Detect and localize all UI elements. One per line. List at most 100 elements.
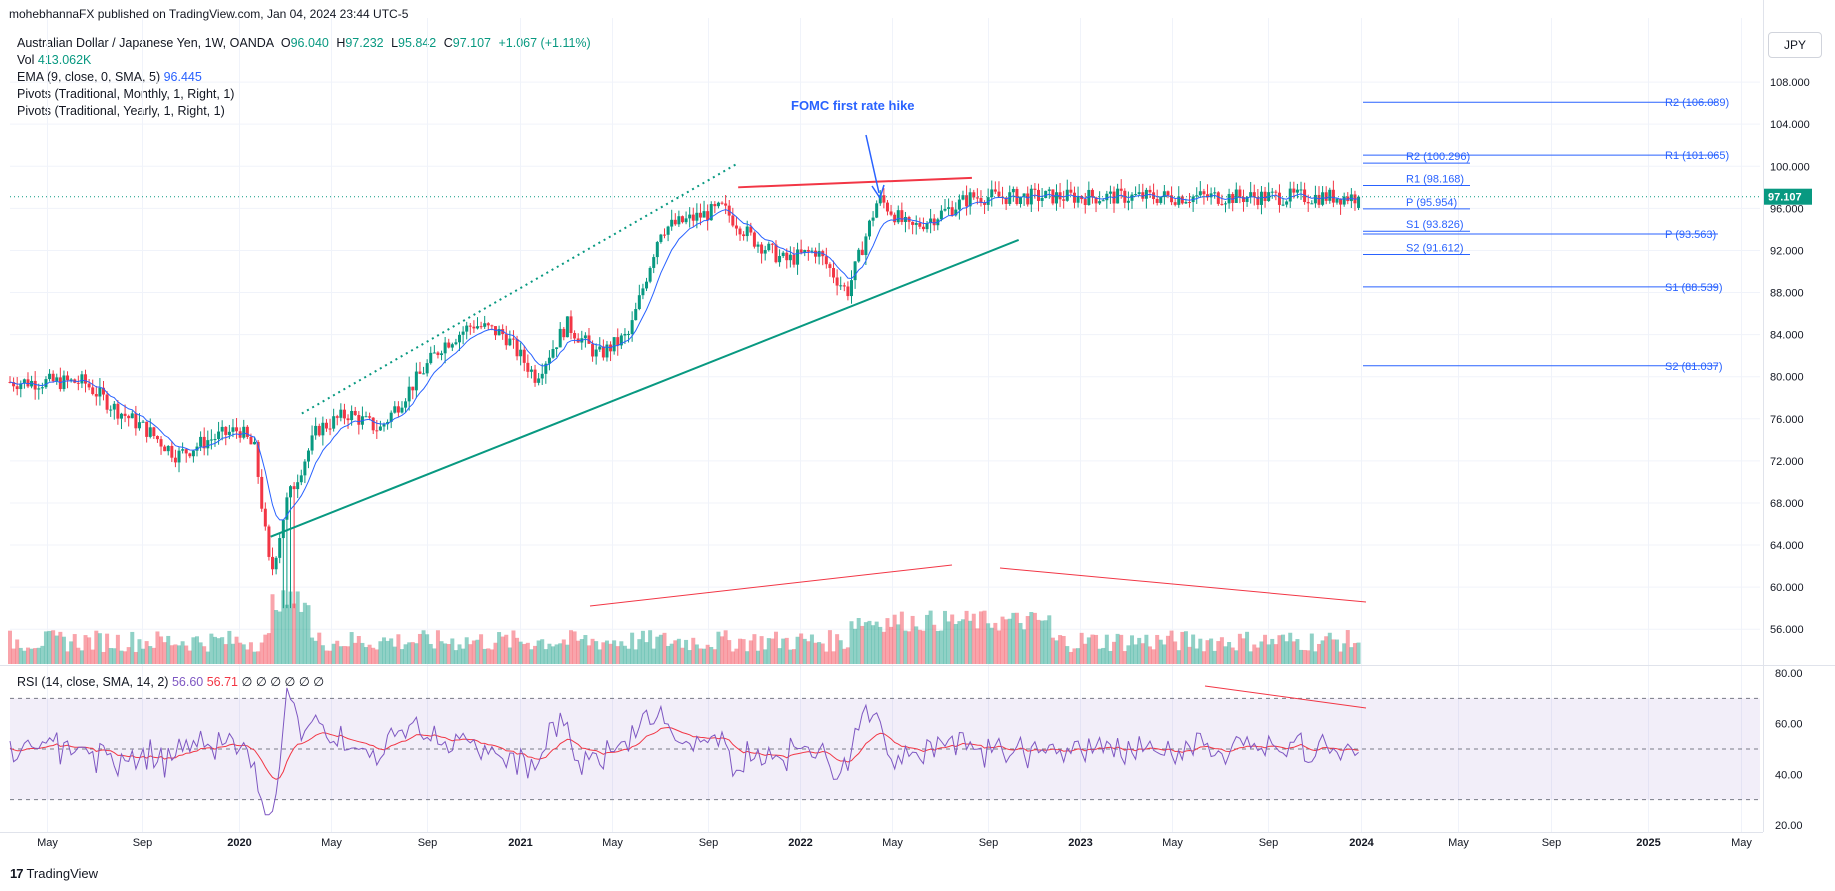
volume-bar xyxy=(1183,631,1188,664)
candle-body xyxy=(986,197,990,205)
volume-bar xyxy=(676,638,681,664)
volume-bar xyxy=(586,645,591,664)
candle-body xyxy=(1245,197,1249,202)
candle-body xyxy=(677,216,681,225)
candle-body xyxy=(213,439,217,441)
legend-pivots-yearly[interactable]: Pivots (Traditional, Yearly, 1, Right, 1… xyxy=(17,104,225,118)
candle-body xyxy=(839,285,843,287)
volume-bar xyxy=(856,618,861,664)
volume-bar xyxy=(939,630,944,664)
legend-pivots-monthly[interactable]: Pivots (Traditional, Monthly, 1, Right, … xyxy=(17,87,235,101)
volume-bar xyxy=(83,635,88,664)
candle-body xyxy=(339,409,343,418)
candle-body xyxy=(526,362,530,372)
volume-bar xyxy=(421,630,426,664)
candle-body xyxy=(483,323,487,327)
volume-bar xyxy=(234,636,239,664)
candle-body xyxy=(472,326,476,329)
volume-bar xyxy=(914,626,919,664)
candle-body xyxy=(1256,197,1260,205)
candle-body xyxy=(1288,188,1292,202)
candle-body xyxy=(296,482,300,490)
candle-body xyxy=(245,426,249,437)
candle-body xyxy=(634,309,638,321)
volume-bar xyxy=(1104,634,1109,664)
candle-body xyxy=(1285,201,1289,205)
volume-bar xyxy=(640,630,645,664)
candle-body xyxy=(454,342,458,345)
volume-bar xyxy=(1302,650,1307,664)
volume-bar xyxy=(252,651,257,664)
volume-bar xyxy=(518,641,523,664)
volume-bar xyxy=(295,591,300,664)
symbol-name[interactable]: Australian Dollar / Japanese Yen, 1W, OA… xyxy=(17,36,274,50)
candle-body xyxy=(335,416,339,418)
candle-body xyxy=(353,410,357,416)
candle-body xyxy=(1112,191,1116,204)
volume-bar xyxy=(439,641,444,664)
candle-body xyxy=(1040,198,1044,201)
time-axis: May Sep 2020 May Sep 2021 May Sep 2022 May Sep 2023… xyxy=(37,837,1752,849)
candle-body xyxy=(1126,200,1130,203)
price-chart[interactable]: R2 (100.296) R1 (98.168) P (95.954) S1 (93.… xyxy=(0,0,1835,860)
volume-bar xyxy=(396,634,401,664)
candle-body xyxy=(1339,198,1343,205)
volume-bar xyxy=(475,639,480,664)
volume-bar xyxy=(364,647,369,664)
volume-bar xyxy=(1180,631,1185,664)
rsi-pane: 80.00 60.00 40.00 20.00 xyxy=(9,668,1803,832)
candle-body xyxy=(1270,191,1274,193)
candle-body xyxy=(33,380,37,390)
volume-bar xyxy=(507,647,512,664)
volume-bar xyxy=(216,638,221,664)
candle-body xyxy=(76,382,80,384)
volume-bar xyxy=(896,624,901,664)
volume-bar xyxy=(1040,620,1045,664)
currency-button[interactable]: JPY xyxy=(1768,32,1822,58)
volume-bar xyxy=(349,632,354,664)
candle-body xyxy=(1047,189,1051,191)
candle-body xyxy=(867,220,871,237)
candle-body xyxy=(497,329,501,336)
candle-body xyxy=(871,217,875,221)
volume-bar xyxy=(457,644,462,664)
publisher-line: mohebhannaFX published on TradingView.co… xyxy=(9,7,409,21)
volume-bar xyxy=(1338,651,1343,664)
volume-bar xyxy=(809,634,814,664)
candle-body xyxy=(155,436,159,440)
volume-bar xyxy=(399,649,404,664)
candle-body xyxy=(997,191,1001,197)
candle-body xyxy=(422,373,426,375)
volume-bar xyxy=(950,614,955,664)
volume-bar xyxy=(777,648,782,664)
volume-bar xyxy=(1018,622,1023,664)
volume-bar xyxy=(407,642,412,664)
candle-body xyxy=(1317,194,1321,205)
candle-body xyxy=(1170,195,1174,203)
candle-body xyxy=(1026,193,1030,205)
volume-bar xyxy=(425,634,430,664)
volume-bar xyxy=(899,611,904,664)
time-tick-label: May xyxy=(1162,837,1183,849)
volume-bar xyxy=(1137,637,1142,664)
volume-bar xyxy=(155,631,160,664)
candle-body xyxy=(271,556,275,570)
candle-body xyxy=(1216,192,1220,204)
footer-brand[interactable]: 17 TradingView xyxy=(10,866,98,881)
legend-ema-row[interactable]: EMA (9, close, 0, SMA, 5) 96.445 xyxy=(17,69,591,86)
volume-bar xyxy=(43,631,48,664)
candle-body xyxy=(914,223,918,225)
volume-bar xyxy=(371,647,376,664)
candle-body xyxy=(565,316,569,338)
candle-body xyxy=(680,216,684,223)
volume-bar xyxy=(392,646,397,664)
candle-body xyxy=(691,214,695,221)
rsi-value: 56.60 xyxy=(171,675,204,689)
rsi-legend[interactable]: RSI (14, close, SMA, 14, 2) 56.60 56.71 … xyxy=(17,674,324,689)
candle-body xyxy=(396,406,400,413)
candle-body xyxy=(767,243,771,251)
legend-volume-row[interactable]: Vol 413.062K xyxy=(17,52,591,69)
candle-body xyxy=(573,333,577,339)
candle-body xyxy=(479,326,483,328)
volume-bar xyxy=(288,591,293,664)
